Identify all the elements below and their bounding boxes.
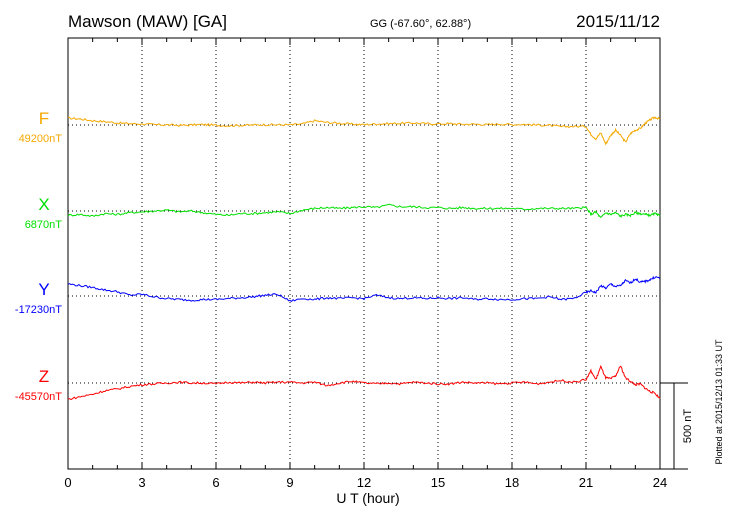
series-line-Z bbox=[67, 364, 661, 401]
x-axis-ticks: 0 3 6 9 12 15 18 21 24 bbox=[64, 38, 667, 490]
x-tick-label-0: 0 bbox=[64, 475, 71, 490]
x-tick-label-24: 24 bbox=[653, 475, 667, 490]
legend-baseline-Z: -45570nT bbox=[15, 391, 62, 403]
component-legend: F 49200nT X 6870nT Y -17230nT Z -45570nT bbox=[15, 109, 62, 403]
x-tick-label-6: 6 bbox=[212, 475, 219, 490]
scale-bar-label: 500 nT bbox=[682, 409, 694, 444]
scale-bar: 500 nT bbox=[660, 382, 694, 470]
x-tick-label-9: 9 bbox=[286, 475, 293, 490]
x-tick-label-15: 15 bbox=[431, 475, 445, 490]
x-tick-label-18: 18 bbox=[505, 475, 519, 490]
legend-letter-Y: Y bbox=[38, 280, 49, 299]
x-tick-label-21: 21 bbox=[579, 475, 593, 490]
x-tick-label-12: 12 bbox=[357, 475, 371, 490]
legend-baseline-F: 49200nT bbox=[19, 133, 63, 145]
legend-letter-Z: Z bbox=[39, 367, 49, 386]
legend-baseline-X: 6870nT bbox=[25, 219, 63, 231]
station-title: Mawson (MAW) [GA] bbox=[68, 12, 227, 31]
legend-letter-F: F bbox=[39, 109, 49, 128]
series-line-X bbox=[67, 203, 661, 218]
x-axis-label: U T (hour) bbox=[336, 490, 399, 506]
series-line-Y bbox=[67, 275, 661, 303]
grid-lines bbox=[68, 38, 660, 469]
station-coords: GG (-67.60°, 62.88°) bbox=[370, 18, 471, 30]
plotted-note: Plotted at 2015/12/13 01:33 UT bbox=[714, 339, 724, 465]
legend-letter-X: X bbox=[38, 195, 49, 214]
legend-baseline-Y: -17230nT bbox=[15, 304, 62, 316]
plot-date: 2015/11/12 bbox=[576, 12, 660, 31]
series-line-F bbox=[67, 116, 661, 146]
x-tick-label-3: 3 bbox=[138, 475, 145, 490]
series-layer bbox=[67, 116, 661, 401]
